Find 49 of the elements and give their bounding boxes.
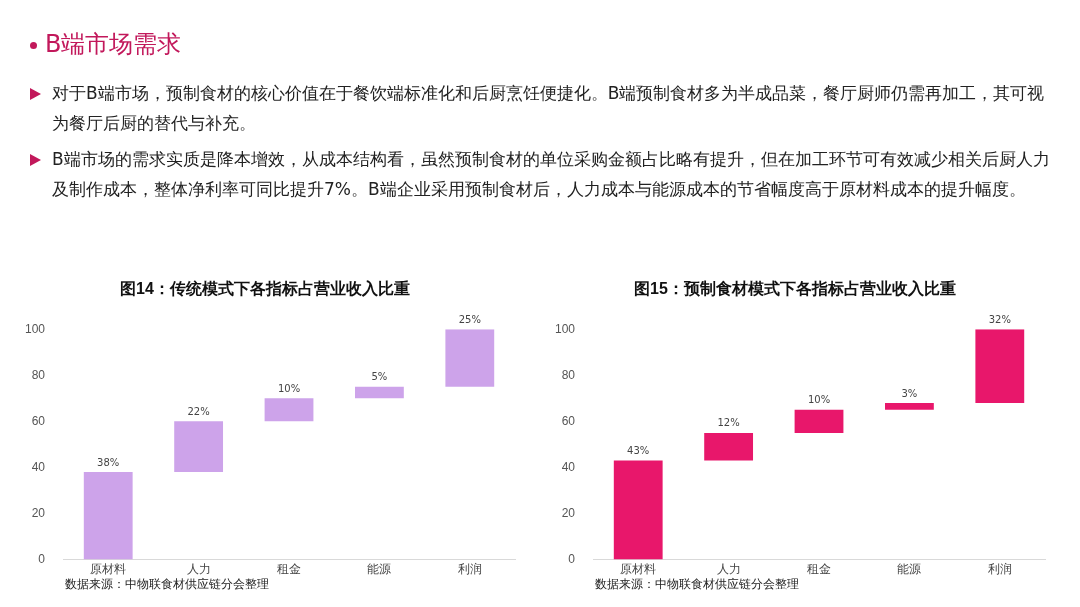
bar bbox=[794, 409, 844, 433]
x-tick-label: 人力 bbox=[186, 562, 211, 577]
bar bbox=[83, 472, 133, 560]
bar bbox=[264, 398, 314, 422]
bar bbox=[885, 402, 934, 410]
text: B端市场需求 bbox=[44, 29, 183, 60]
text: B端市场的需求实质是降本增效，从成本结构看，虽然预制食材的单位采购金额占比略有提升，但在加工环节可有效减少相关后厨人力及制作成本，整体净利率可同比提升7%。B端企业采用预制食材后，人力成本与能源成本的节省幅度高于原材料成本的提升幅度。 bbox=[51, 148, 1050, 201]
x-tick-label: 原材料 bbox=[620, 562, 657, 577]
data-label: 32% bbox=[988, 313, 1011, 325]
text: 对于B端市场，预制食材的核心价值在于餐饮端标准化和后厨烹饪便捷化。B端预制食材多为半成品菜，餐厅厨师仍需再加工，其可视为餐厅后厨的替代与补充。 bbox=[51, 82, 1046, 135]
y-tick-label: 20 bbox=[31, 505, 46, 520]
y-tick-label: 40 bbox=[31, 459, 46, 474]
data-label: 10% bbox=[807, 394, 831, 406]
y-tick-label: 40 bbox=[561, 459, 576, 474]
data-label: 3% bbox=[901, 387, 918, 399]
data-label: 43% bbox=[627, 445, 650, 457]
x-tick-label: 能源 bbox=[897, 562, 922, 577]
y-tick-label: 0 bbox=[38, 551, 46, 566]
y-tick-label: 100 bbox=[24, 321, 46, 336]
y-tick-label: 20 bbox=[561, 505, 576, 520]
bar bbox=[704, 432, 754, 461]
data-label: 22% bbox=[187, 405, 210, 417]
x-tick-label: 租金 bbox=[277, 562, 302, 577]
x-tick-label: 利润 bbox=[987, 562, 1012, 577]
source-note: 数据来源：中物联食材供应链分会整理 bbox=[65, 576, 270, 593]
y-tick-label: 60 bbox=[31, 413, 46, 428]
bar bbox=[445, 329, 495, 387]
bar bbox=[975, 329, 1025, 403]
bar bbox=[613, 460, 663, 560]
x-tick-label: 原材料 bbox=[90, 562, 127, 577]
x-tick-label: 租金 bbox=[807, 562, 832, 577]
data-label: 10% bbox=[277, 382, 301, 394]
source-note: 数据来源：中物联食材供应链分会整理 bbox=[595, 576, 800, 593]
y-tick-label: 80 bbox=[31, 367, 46, 382]
data-label: 38% bbox=[97, 456, 120, 468]
x-tick-label: 利润 bbox=[457, 562, 482, 577]
chart-title: 图14：传统模式下各指标占营业收入比重 bbox=[120, 280, 410, 298]
data-label: 5% bbox=[371, 371, 388, 383]
y-tick-label: 80 bbox=[561, 367, 576, 382]
bar bbox=[355, 386, 404, 399]
y-tick-label: 100 bbox=[554, 321, 576, 336]
data-label: 12% bbox=[717, 417, 740, 429]
data-label: 25% bbox=[458, 313, 481, 325]
y-tick-label: 0 bbox=[568, 551, 576, 566]
chart-title: 图15：预制食材模式下各指标占营业收入比重 bbox=[634, 280, 956, 298]
bar bbox=[174, 421, 224, 473]
y-tick-label: 60 bbox=[561, 413, 576, 428]
x-tick-label: 人力 bbox=[716, 562, 741, 577]
x-tick-label: 能源 bbox=[367, 562, 392, 577]
